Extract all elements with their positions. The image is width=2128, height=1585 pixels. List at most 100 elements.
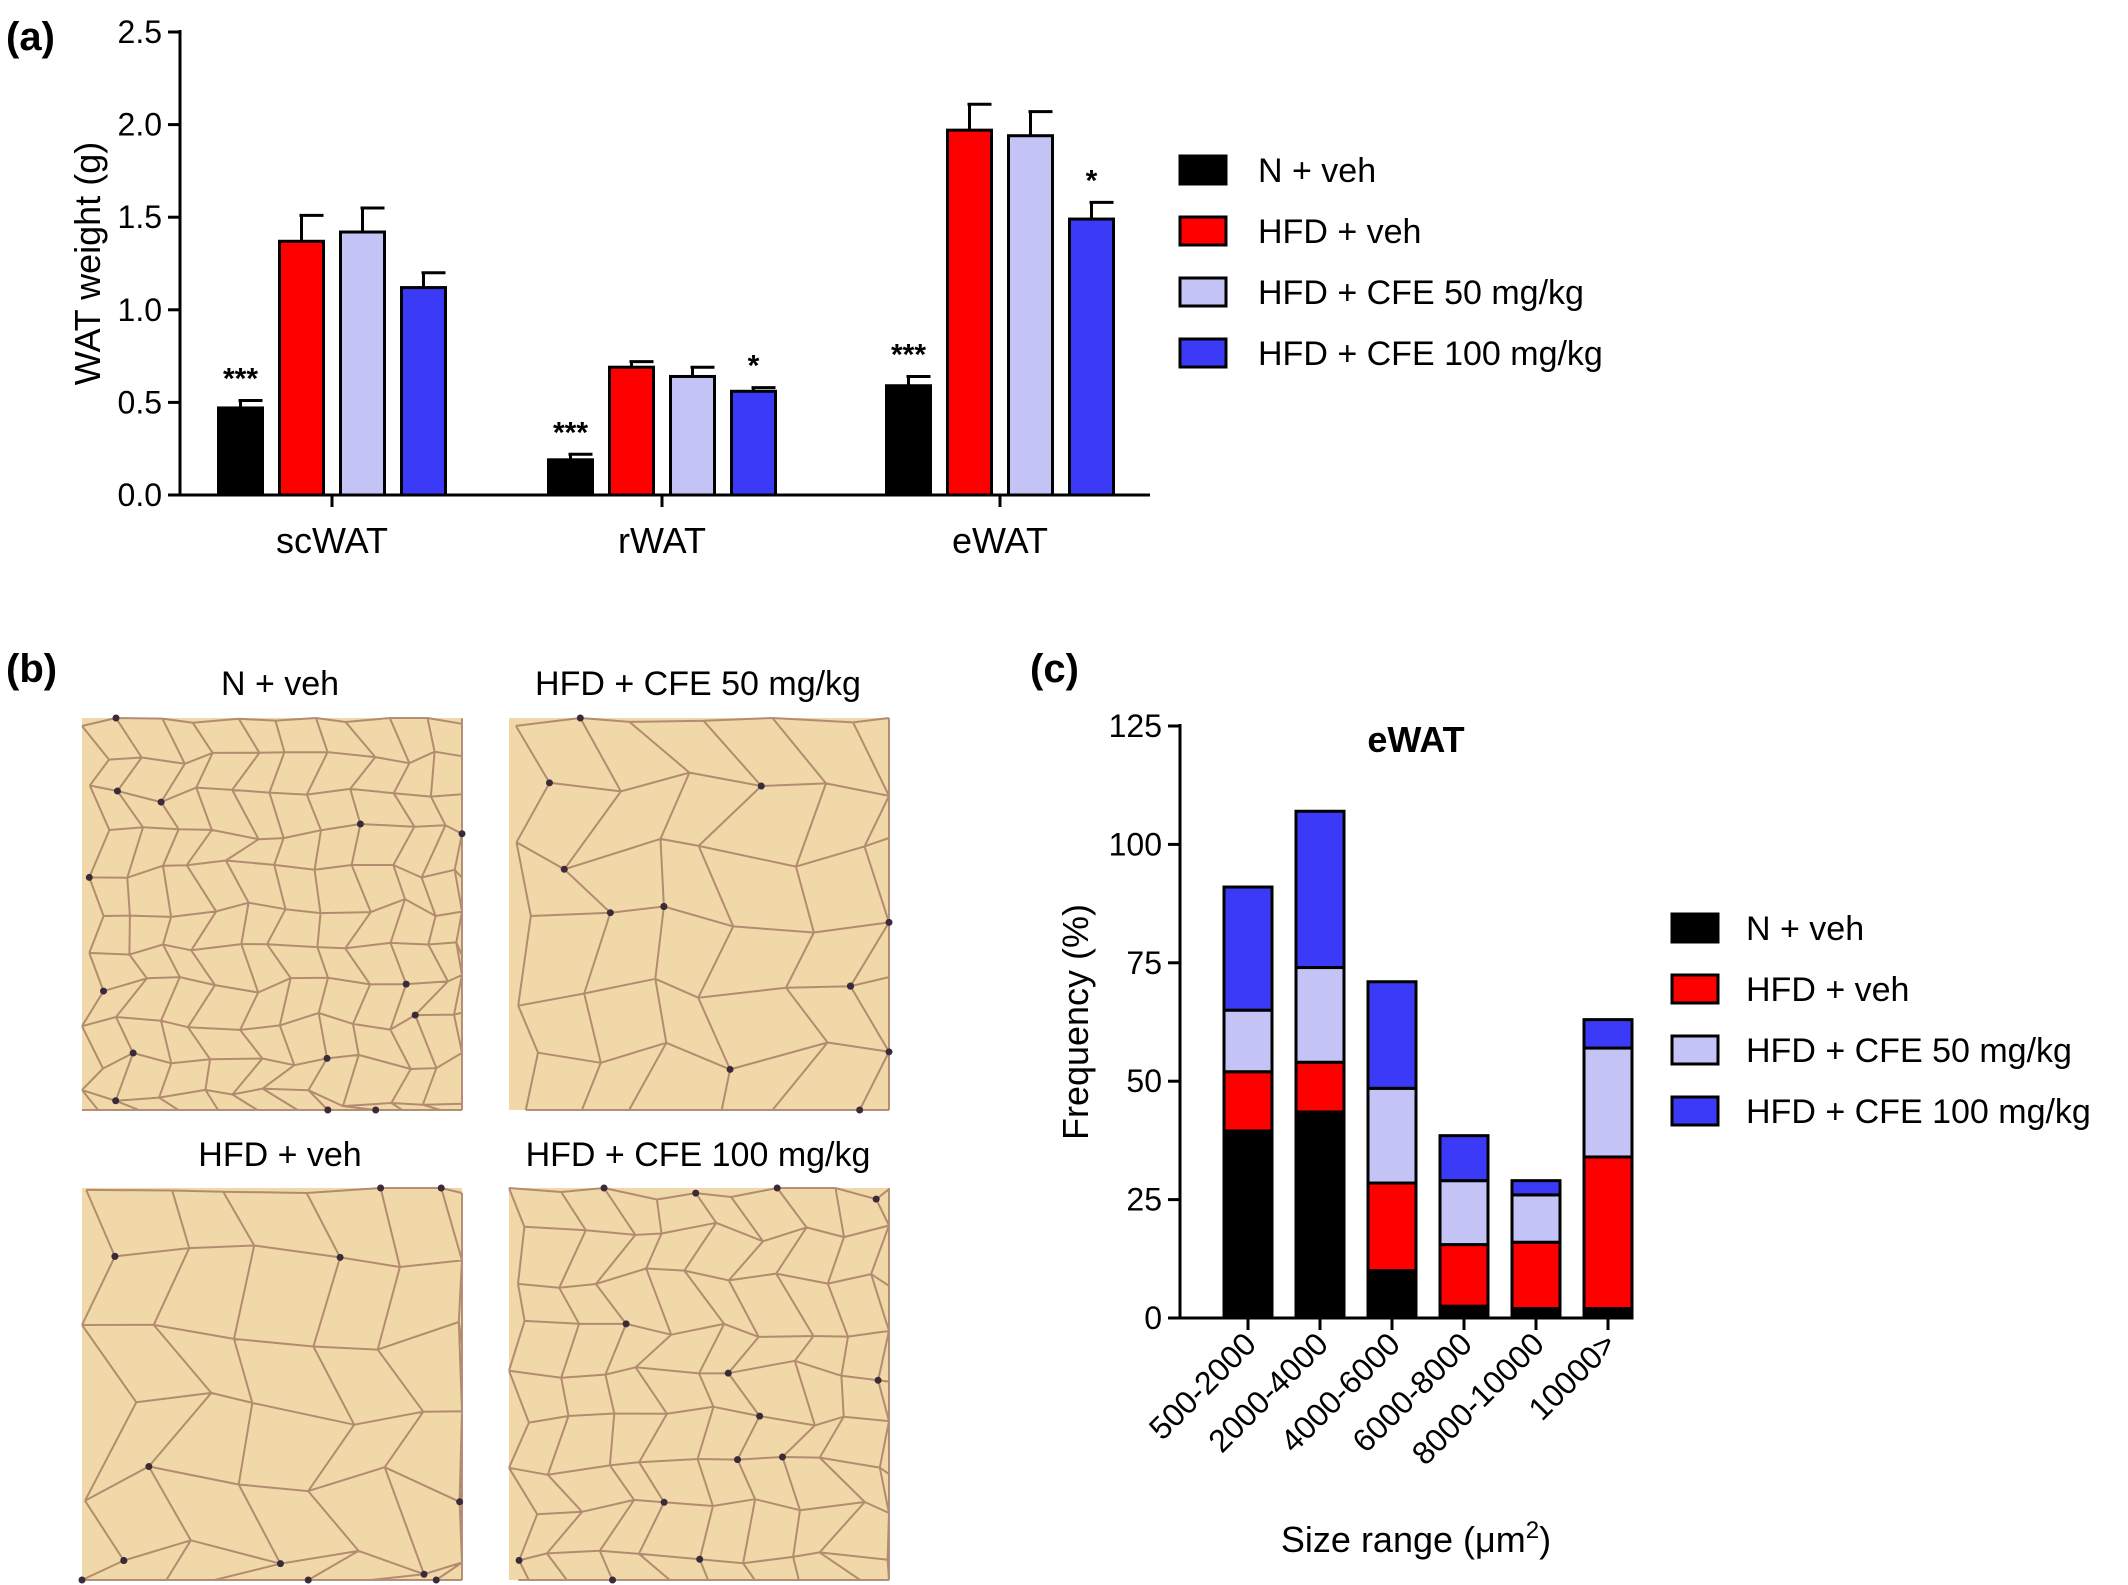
a-bar — [400, 286, 447, 497]
micrograph-title-hfd-veh: HFD + veh — [198, 1136, 361, 1174]
panel-label-b: (b) — [6, 647, 57, 691]
a-significance-marker: *** — [553, 416, 588, 449]
a-bar — [730, 389, 777, 497]
c-bar-segment — [1294, 809, 1346, 970]
c-x-axis-label: Size range (μm2) — [1281, 1517, 1551, 1560]
a-significance-marker: *** — [891, 338, 926, 371]
micrograph-nucleus — [576, 714, 584, 722]
a-y-tick-label: 2.5 — [118, 14, 162, 50]
c-bar-segment — [1510, 1179, 1562, 1197]
c-bar-segment — [1438, 1134, 1490, 1183]
a-bar — [547, 458, 594, 497]
micrograph-nucleus — [874, 1376, 882, 1384]
c-y-axis-label: Frequency (%) — [1055, 904, 1096, 1140]
a-y-tick-label: 2.0 — [118, 107, 162, 143]
micrograph-nucleus — [885, 1048, 893, 1056]
a-significance-marker: * — [748, 350, 760, 383]
c-bar-segment — [1510, 1193, 1562, 1244]
micrograph-nucleus — [78, 1576, 86, 1584]
micrograph-nucleus — [420, 1570, 428, 1578]
c-bar-segment — [1222, 1070, 1274, 1133]
micrograph-nucleus — [660, 1498, 668, 1506]
c-bar-segment — [1366, 1181, 1418, 1273]
c-legend-label: HFD + CFE 100 mg/kg — [1746, 1093, 2091, 1131]
micrograph-cell-borders — [81, 717, 463, 1111]
c-bar-segment — [1222, 1008, 1274, 1074]
c-bar-segment — [1438, 1179, 1490, 1247]
c-bar-segment — [1294, 966, 1346, 1064]
a-legend-swatch — [1178, 276, 1228, 308]
micrograph-nucleus — [600, 1184, 608, 1192]
micrograph-nucleus — [372, 1106, 380, 1114]
a-category-label: scWAT — [276, 520, 388, 561]
micrograph-nucleus — [696, 1555, 704, 1563]
c-y-tick-label: 75 — [1126, 945, 1162, 981]
c-bar-segment — [1582, 1018, 1634, 1050]
panel-label-a: (a) — [6, 15, 55, 59]
c-bar-segment — [1582, 1046, 1634, 1159]
micrograph-nucleus — [856, 1106, 864, 1114]
a-legend-label: N + veh — [1258, 152, 1376, 190]
c-x-axis-label-sup: 2 — [1526, 1517, 1539, 1544]
micrograph-title-cfe100: HFD + CFE 100 mg/kg — [526, 1136, 871, 1174]
micrograph-nucleus — [458, 830, 466, 838]
a-y-tick-label: 1.5 — [118, 199, 162, 235]
c-y-tick-label: 0 — [1144, 1300, 1162, 1336]
a-y-tick-label: 0.5 — [118, 384, 162, 420]
micrograph-nucleus — [323, 1054, 331, 1062]
micrograph-cell-borders — [508, 1187, 890, 1581]
c-bar-segment — [1438, 1243, 1490, 1308]
micrograph-nucleus — [113, 787, 121, 795]
c-bar-segment — [1510, 1240, 1562, 1311]
micrograph-nucleus — [726, 1065, 734, 1073]
micrograph-nucleus — [885, 918, 893, 926]
c-legend-swatch — [1670, 1034, 1720, 1066]
c-bar-segment — [1222, 885, 1274, 1012]
micrograph-nucleus — [724, 1369, 732, 1377]
c-y-tick-label: 100 — [1109, 826, 1162, 862]
c-legend-swatch — [1670, 1095, 1720, 1127]
c-bar-segment — [1366, 1269, 1418, 1320]
micrograph-nucleus — [692, 1189, 700, 1197]
c-bar-segment — [1294, 1110, 1346, 1320]
micrograph-3 — [508, 1184, 890, 1584]
micrograph-nucleus — [85, 873, 93, 881]
micrographs: N + veh HFD + CFE 50 mg/kg HFD + veh HFD… — [78, 665, 893, 1584]
micrograph-nucleus — [411, 1011, 419, 1019]
a-bar — [217, 406, 264, 497]
a-legend-swatch — [1178, 154, 1228, 186]
c-legend-label: HFD + veh — [1746, 971, 1909, 1009]
micrograph-title-n-veh: N + veh — [221, 665, 339, 703]
a-legend-swatch — [1178, 337, 1228, 369]
a-category-label: rWAT — [618, 520, 706, 561]
a-significance-marker: * — [1086, 164, 1098, 197]
micrograph-nucleus — [872, 1195, 880, 1203]
a-legend-label: HFD + CFE 50 mg/kg — [1258, 274, 1584, 312]
c-y-tick-label: 25 — [1126, 1182, 1162, 1218]
micrograph-cell-borders — [81, 1187, 463, 1581]
a-bar — [1007, 134, 1054, 497]
micrograph-nucleus — [377, 1184, 385, 1192]
micrograph-nucleus — [560, 865, 568, 873]
micrograph-nucleus — [773, 1184, 781, 1192]
micrograph-cell-borders — [515, 717, 890, 1111]
micrograph-nucleus — [336, 1253, 344, 1261]
micrograph-nucleus — [145, 1463, 153, 1471]
micrograph-nucleus — [757, 782, 765, 790]
micrograph-nucleus — [734, 1456, 742, 1464]
micrograph-nucleus — [756, 1412, 764, 1420]
c-legend-label: N + veh — [1746, 910, 1864, 948]
a-bar — [669, 374, 716, 497]
c-bar-segment — [1366, 1086, 1418, 1185]
micrograph-nucleus — [304, 1576, 312, 1584]
c-legend-swatch — [1670, 912, 1720, 944]
panel-label-c: (c) — [1030, 647, 1079, 691]
a-bar — [885, 384, 932, 497]
a-bar — [339, 230, 386, 497]
micrograph-nucleus — [778, 1453, 786, 1461]
a-bar — [278, 239, 325, 497]
micrograph-nucleus — [660, 903, 668, 911]
micrograph-title-cfe50: HFD + CFE 50 mg/kg — [535, 665, 861, 703]
micrograph-nucleus — [120, 1556, 128, 1564]
